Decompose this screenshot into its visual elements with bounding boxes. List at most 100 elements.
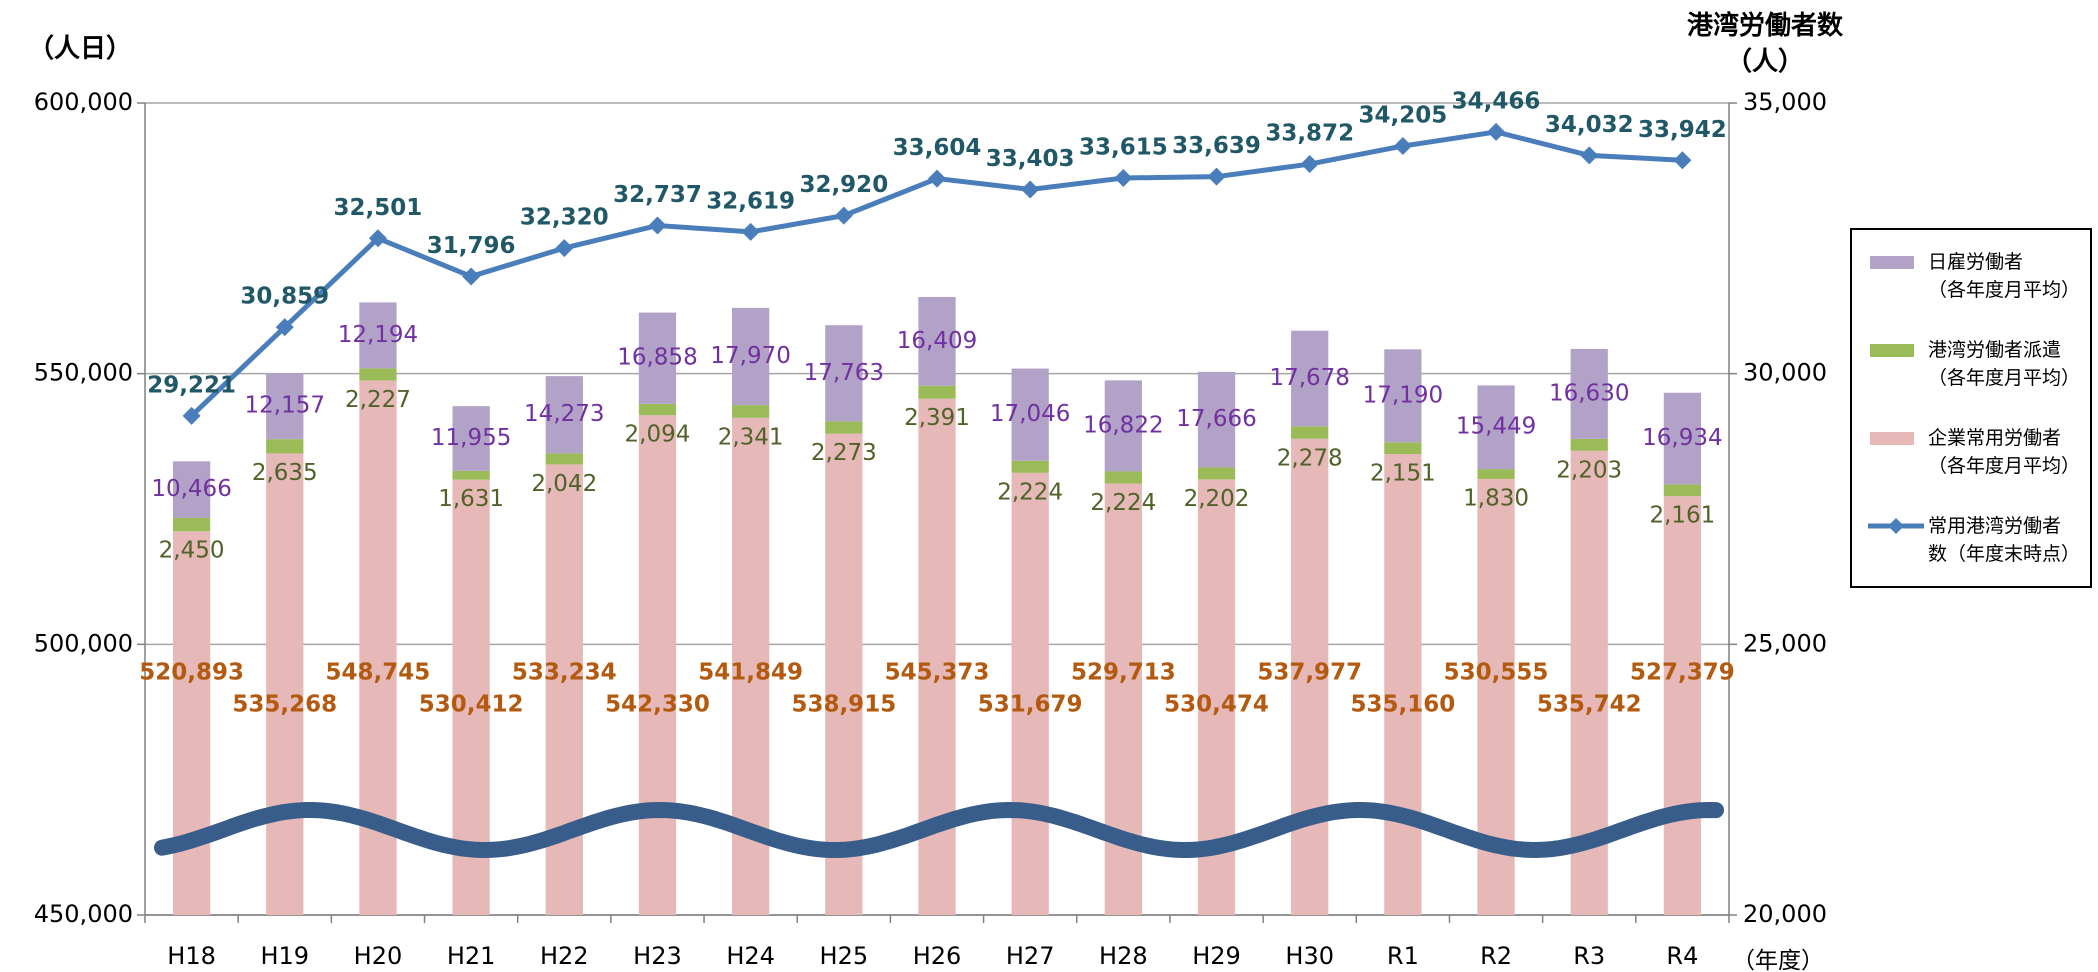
bar-segment	[1104, 471, 1142, 484]
bar-segment	[1291, 438, 1329, 915]
y-tick-label: 450,000	[34, 900, 133, 928]
data-label: 537,977	[1257, 660, 1362, 686]
data-label: 2,450	[159, 538, 225, 564]
bar-segment	[732, 405, 770, 418]
data-label: 2,151	[1370, 461, 1436, 487]
x-tick-label: H24	[726, 942, 775, 970]
bar-segment	[918, 296, 956, 386]
bar-segment	[545, 453, 583, 465]
data-label: 2,341	[718, 424, 784, 450]
data-label: 17,763	[804, 360, 884, 386]
bar-segment	[452, 406, 490, 471]
data-label: 17,678	[1269, 365, 1349, 391]
data-label: 14,273	[524, 401, 604, 427]
data-label: 2,278	[1277, 445, 1343, 471]
bar-segment	[172, 531, 211, 915]
line-marker	[462, 267, 481, 286]
data-label: 33,403	[986, 146, 1075, 172]
line-marker	[1487, 122, 1506, 141]
data-label: 16,630	[1549, 380, 1629, 406]
line-marker	[555, 239, 574, 258]
bar-segment	[359, 368, 397, 381]
data-label: 17,190	[1363, 382, 1443, 408]
bar-segment	[172, 517, 211, 532]
legend-marker	[1888, 518, 1904, 534]
bar-segment	[1663, 392, 1702, 485]
legend-label: 港湾労働者派遣 （各年度月平均）	[1928, 339, 2081, 389]
data-label: 15,449	[1456, 414, 1536, 440]
data-label: 2,202	[1184, 486, 1250, 512]
data-label: 2,203	[1556, 457, 1622, 483]
data-label: 527,379	[1630, 660, 1735, 686]
data-label: 34,205	[1358, 103, 1447, 129]
line-marker	[1300, 155, 1319, 174]
bar-segment	[452, 470, 490, 480]
line-marker	[741, 222, 760, 241]
legend-item: 常用港湾労働者 数（年度末時点）	[1852, 512, 2092, 592]
data-label: 34,032	[1545, 112, 1634, 138]
bar-segment	[1104, 380, 1142, 472]
data-label: 17,666	[1176, 406, 1256, 432]
data-label: 545,373	[885, 660, 990, 686]
data-label: 33,604	[893, 135, 982, 161]
x-tick-label: H21	[447, 942, 496, 970]
bar-segment	[1663, 496, 1702, 915]
bar-segment	[1663, 484, 1702, 497]
x-tick-label: H28	[1099, 942, 1148, 970]
legend: 日雇労働者 （各年度月平均） 港湾労働者派遣 （各年度月平均） 企業常用労働者 （各…	[1850, 228, 2092, 588]
bar-segment	[359, 302, 397, 369]
x-tick-label: R2	[1480, 942, 1512, 970]
line-marker	[1393, 137, 1412, 156]
data-label: 2,042	[531, 471, 597, 497]
data-label: 16,934	[1642, 425, 1722, 451]
bar-segment	[1291, 426, 1329, 439]
data-label: 10,466	[151, 476, 231, 502]
bar-segment	[1570, 438, 1608, 451]
data-label: 32,737	[613, 182, 702, 208]
y2-tick-label: 20,000	[1743, 900, 1827, 928]
data-label: 530,474	[1164, 692, 1269, 718]
data-label: 16,409	[897, 328, 977, 354]
bar-segment	[1570, 348, 1608, 439]
data-label: 33,872	[1265, 121, 1354, 147]
bar-segment	[266, 373, 304, 440]
y-axis-title: （人日）	[28, 34, 133, 64]
data-label: 31,796	[427, 233, 516, 259]
bar-segment	[266, 439, 304, 454]
x-tick-label: H25	[820, 942, 869, 970]
data-label: 33,615	[1079, 134, 1168, 160]
legend-swatch	[1870, 256, 1914, 269]
data-label: 32,920	[799, 172, 888, 198]
bar-segment	[638, 415, 677, 915]
y2-tick-label: 35,000	[1743, 88, 1827, 116]
data-label: 11,955	[431, 425, 511, 451]
bar-segment	[825, 433, 863, 915]
bar-segment	[825, 421, 863, 434]
line-marker	[834, 206, 853, 225]
x-tick-label: H18	[167, 942, 216, 970]
data-label: 17,046	[990, 401, 1070, 427]
bar-segment	[545, 376, 583, 454]
bar-segment	[1011, 368, 1049, 461]
data-label: 520,893	[139, 660, 244, 686]
data-label: 529,713	[1071, 660, 1176, 686]
data-label: 2,224	[997, 479, 1063, 505]
legend-box	[1870, 344, 1914, 357]
x-tick-label: H29	[1192, 942, 1241, 970]
line-marker	[928, 169, 946, 188]
x-tick-label: R4	[1666, 942, 1698, 970]
data-label: 1,631	[438, 486, 504, 512]
data-label: 17,970	[710, 343, 790, 369]
bar-segment	[918, 385, 956, 399]
data-label: 2,161	[1649, 503, 1715, 529]
y-tick-label: 600,000	[34, 88, 133, 116]
bar-segment	[172, 461, 211, 518]
data-label: 33,639	[1172, 133, 1261, 159]
data-label: 12,194	[338, 322, 418, 348]
bar-segment	[638, 312, 677, 404]
bar-segment	[825, 325, 863, 422]
y2-tick-label: 25,000	[1743, 629, 1827, 657]
line-marker	[1114, 168, 1133, 187]
bar-segment	[1384, 442, 1422, 455]
